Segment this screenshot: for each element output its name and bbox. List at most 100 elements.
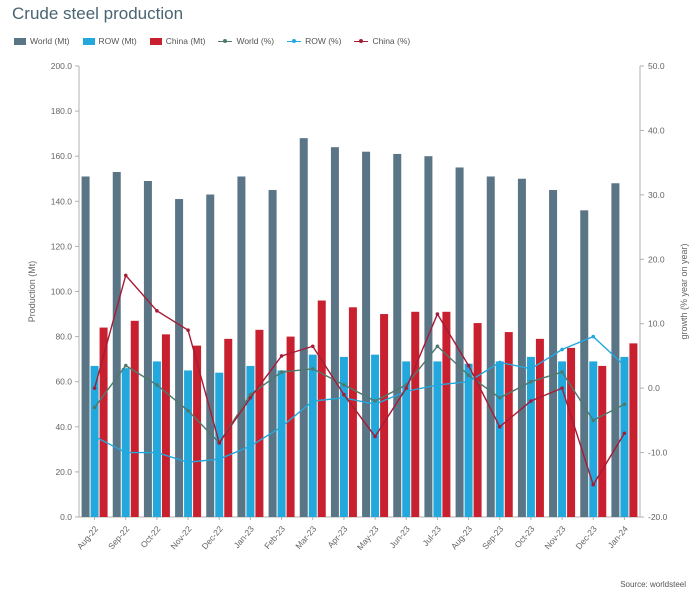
point-world (92, 405, 97, 410)
point-world (123, 363, 128, 368)
bar-world-mt (455, 167, 464, 517)
legend-label-world-mt: World (Mt) (30, 36, 70, 46)
x-tick-label: Sep-22 (106, 524, 131, 552)
point-world (497, 396, 502, 400)
point-china (435, 312, 440, 316)
legend-swatch-china-mt (149, 37, 162, 45)
source-note: Source: worldsteel (620, 580, 686, 589)
y2-tick-label: 0.0 (648, 383, 660, 393)
legend-label-row-pct: ROW (%) (305, 36, 342, 46)
point-china (342, 392, 346, 397)
point-world (373, 399, 377, 403)
bar-world-mt (175, 199, 184, 518)
point-row (560, 347, 564, 352)
x-tick-label: Dec-23 (574, 524, 599, 552)
point-world (186, 408, 190, 413)
bar-china-mt (411, 311, 420, 517)
x-tick-label: Nov-23 (542, 524, 567, 552)
point-china (591, 482, 596, 487)
y-tick-label: 0.0 (60, 512, 72, 522)
point-row (186, 460, 190, 465)
legend-label-world-pct: World (%) (236, 36, 275, 46)
legend-swatch-china-pct (354, 38, 369, 45)
bar-world-mt (81, 176, 90, 517)
bar-row-mt (558, 361, 567, 517)
point-row (279, 425, 284, 429)
point-china (92, 386, 97, 390)
legend-item-china-mt: China (Mt) (149, 36, 206, 46)
point-china (310, 344, 315, 349)
line-world (94, 345, 625, 445)
x-tick-label: Oct-23 (512, 524, 536, 550)
chart-legend: World (Mt) ROW (Mt) China (Mt) World (%)… (14, 34, 423, 48)
bar-row-mt (184, 370, 193, 517)
point-row (217, 457, 222, 461)
y2-tick-label: 30.0 (648, 190, 665, 200)
x-tick-label: Jul-23 (420, 524, 443, 548)
point-row (92, 434, 97, 439)
point-world (529, 379, 533, 384)
bar-china-mt (598, 365, 607, 517)
y-axis-title: Production (Mt) (27, 261, 37, 323)
point-world (466, 373, 471, 378)
bar-world-mt (393, 153, 402, 517)
x-tick-label: Oct-22 (138, 524, 162, 550)
bar-china-mt (535, 338, 544, 517)
x-tick-label: Sep-23 (480, 524, 505, 552)
bar-china-mt (255, 329, 264, 517)
bar-world-mt (549, 190, 558, 517)
point-china (373, 434, 377, 439)
legend-item-china-pct: China (%) (354, 36, 410, 46)
y2-tick-label: 20.0 (648, 254, 665, 264)
y-tick-label: 160.0 (51, 151, 73, 161)
point-row (622, 363, 627, 368)
bar-world-mt (611, 183, 620, 517)
bar-row-mt (402, 361, 411, 517)
x-tick-label: Mar-23 (293, 524, 318, 551)
bar-china-mt (348, 307, 357, 517)
y2-tick-label: 50.0 (648, 61, 665, 71)
y-tick-label: 140.0 (51, 196, 73, 206)
bar-china-mt (130, 320, 139, 517)
bar-world-mt (362, 151, 371, 517)
point-world (310, 367, 315, 371)
point-world (279, 370, 284, 374)
bar-row-mt (620, 356, 629, 517)
chart-title: Crude steel production (12, 4, 184, 23)
legend-label-row-mt: ROW (Mt) (98, 36, 137, 46)
y-tick-label: 60.0 (55, 377, 72, 387)
x-tick-label: Jan-24 (606, 524, 631, 551)
point-world (435, 344, 440, 349)
y2-tick-label: -20.0 (648, 512, 668, 522)
bar-world-mt (237, 176, 246, 517)
point-row (529, 367, 533, 371)
bar-world-mt (580, 210, 589, 517)
point-world (591, 418, 596, 423)
bar-row-mt (277, 370, 286, 517)
point-row (373, 402, 377, 407)
legend-label-china-mt: China (Mt) (165, 36, 206, 46)
bar-world-mt (486, 176, 495, 517)
bar-row-mt (589, 361, 598, 517)
bar-world-mt (112, 171, 121, 518)
bar-china-mt (629, 343, 638, 517)
bar-china-mt (473, 323, 482, 517)
x-tick-label: Feb-23 (262, 524, 287, 551)
bar-china-mt (567, 347, 576, 517)
x-tick-label: Dec-22 (200, 524, 225, 552)
point-row (155, 450, 159, 455)
point-row (497, 360, 502, 365)
bar-world-mt (517, 178, 526, 517)
point-china (155, 309, 159, 313)
point-china (123, 273, 128, 278)
x-tick-label: May-23 (355, 524, 381, 552)
point-china (529, 399, 533, 403)
legend-item-world-pct: World (%) (218, 36, 274, 46)
point-world (560, 370, 564, 374)
point-china (622, 431, 627, 436)
bar-china-mt (317, 300, 326, 517)
bar-row-mt (526, 356, 535, 517)
bar-row-mt (464, 363, 473, 517)
point-row (248, 444, 253, 448)
